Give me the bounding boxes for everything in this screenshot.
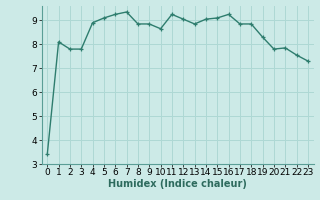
X-axis label: Humidex (Indice chaleur): Humidex (Indice chaleur) bbox=[108, 179, 247, 189]
